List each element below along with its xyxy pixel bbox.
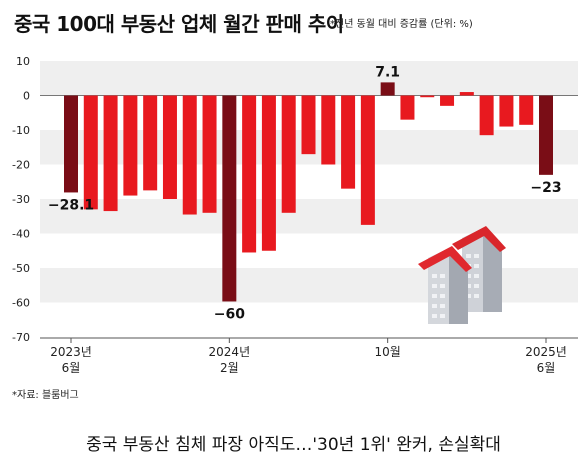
bar [202, 95, 217, 213]
y-tick-label: -30 [12, 193, 30, 206]
bar [479, 95, 494, 136]
data-label: −60 [214, 306, 245, 322]
building-front [418, 246, 472, 324]
y-tick-label: -60 [12, 297, 30, 310]
bar [420, 95, 435, 98]
data-label: 7.1 [375, 64, 400, 80]
bar [341, 95, 356, 189]
chart-subtitle: *전년 동월 대비 증감률 (단위: %) [330, 19, 473, 30]
grid-band [40, 199, 578, 234]
bar [380, 82, 395, 96]
bar [222, 95, 237, 302]
chart-title: 중국 100대 부동산 업체 월간 판매 추이 [14, 12, 344, 36]
y-tick-label: 0 [23, 90, 30, 103]
x-tick-label: 2024년 [209, 345, 251, 359]
x-tick-label: 2월 [220, 361, 239, 375]
bar [281, 95, 296, 213]
bar-chart: 10 0 -10 -20 -30 -40 -50 -60 -70 2023년 6월 2024년 2월 1… [12, 55, 578, 375]
y-tick-label: -20 [12, 159, 30, 172]
x-tick-label: 6월 [62, 361, 81, 375]
bar [539, 95, 553, 175]
bar [459, 92, 474, 96]
bar [519, 95, 534, 125]
bar-series [64, 82, 553, 302]
bar [301, 95, 316, 155]
y-axis: 10 0 -10 -20 -30 -40 -50 -60 -70 [12, 55, 30, 344]
y-tick-label: -10 [12, 124, 30, 137]
background-bands [40, 61, 578, 303]
bar [400, 95, 415, 120]
bar [123, 95, 138, 196]
bar [182, 95, 197, 215]
data-labels: −28.1 −60 7.1 −23 [48, 64, 562, 322]
y-tick-label: 10 [16, 55, 30, 68]
data-label: −28.1 [48, 197, 94, 213]
bar [83, 95, 98, 210]
buildings-illustration [418, 226, 506, 324]
bar [143, 95, 158, 191]
source-note: *자료: 블룸버그 [12, 390, 79, 401]
x-tick-label: 2023년 [50, 345, 92, 359]
bar [242, 95, 257, 253]
data-label: −23 [530, 180, 561, 196]
bar [103, 95, 118, 212]
bar [360, 95, 375, 225]
y-tick-label: -50 [12, 262, 30, 275]
y-tick-label: -70 [12, 331, 30, 344]
bar [64, 95, 78, 193]
bar [440, 95, 455, 106]
caption: 중국 부동산 침체 파장 아직도…'30년 1위' 완커, 손실확대 [86, 435, 501, 455]
bar [162, 95, 177, 199]
bar [321, 95, 336, 165]
x-axis: 2023년 6월 2024년 2월 10월 2025년 6월 [40, 337, 578, 375]
grid-band [40, 61, 578, 96]
x-tick-label: 2025년 [525, 345, 567, 359]
bar [261, 95, 276, 251]
y-tick-label: -40 [12, 228, 30, 241]
bar [499, 95, 514, 127]
x-tick-label: 10월 [375, 345, 401, 359]
x-tick-label: 6월 [537, 361, 556, 375]
